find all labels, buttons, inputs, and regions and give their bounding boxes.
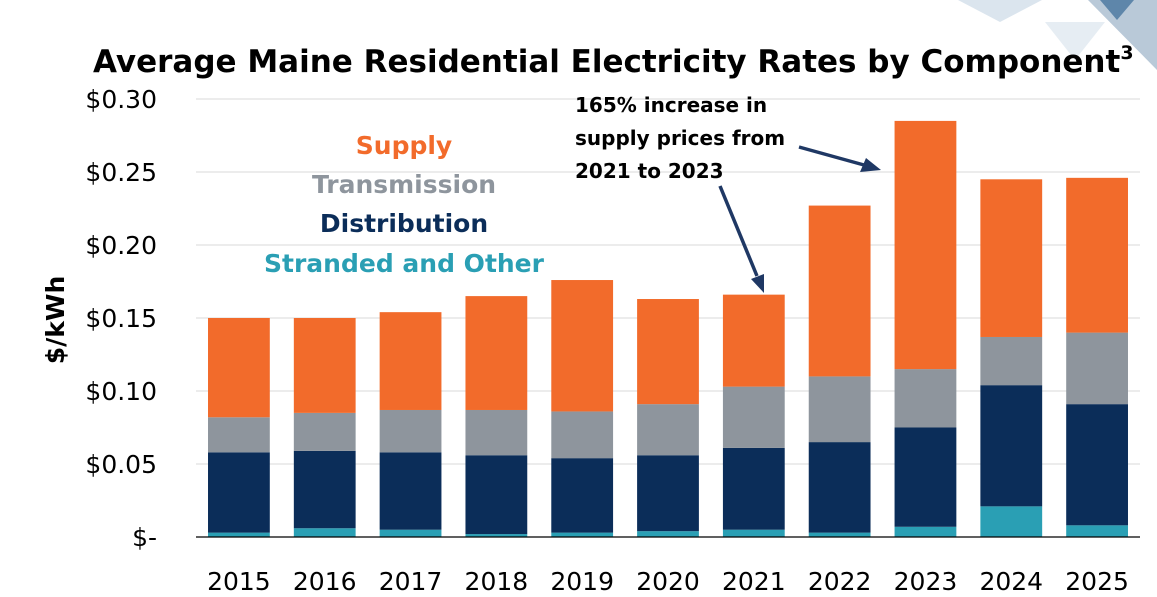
bar-transmission-2019	[551, 411, 614, 459]
x-tick-label: 2019	[550, 567, 614, 596]
x-tick-label: 2015	[207, 567, 271, 596]
bar-stranded-and-other-2021	[722, 529, 785, 537]
bar-stranded-and-other-2023	[894, 526, 957, 537]
x-tick-label: 2022	[808, 567, 872, 596]
bar-distribution-2018	[465, 455, 528, 535]
legend: Supply Transmission Distribution Strande…	[264, 131, 545, 278]
bar-distribution-2017	[379, 452, 442, 530]
bar-distribution-2015	[208, 452, 270, 533]
x-tick-label: 2020	[636, 567, 700, 596]
bar-distribution-2022	[808, 442, 871, 533]
annotation-arrowhead-2023	[860, 158, 881, 172]
bar-supply-2022	[808, 205, 871, 377]
y-tick-label: $0.15	[85, 304, 157, 333]
bar-transmission-2022	[808, 376, 871, 443]
y-tick-label: $-	[132, 523, 157, 552]
annotation-arrow-2023	[798, 145, 865, 167]
bar-transmission-2015	[208, 417, 270, 453]
x-tick-labels: 2015 2016 2017 2018 2019 2020 2021 2022 2023 2024…	[207, 567, 1129, 596]
bar-distribution-2024	[980, 385, 1043, 507]
bar-distribution-2021	[722, 447, 785, 530]
bar-supply-2020	[637, 299, 699, 405]
legend-entry-distribution: Distribution	[320, 209, 488, 238]
y-tick-label: $0.10	[85, 377, 157, 406]
bar-supply-2024	[980, 179, 1043, 337]
annotation-line-2: supply prices from	[575, 126, 785, 150]
annotation-line-1: 165% increase in	[575, 93, 767, 117]
bar-stranded-and-other-2018	[465, 534, 528, 537]
bar-stranded-and-other-2024	[980, 506, 1043, 537]
bar-supply-2017	[379, 312, 442, 410]
bar-supply-2021	[722, 294, 785, 387]
x-tick-label: 2021	[722, 567, 786, 596]
y-tick-label: $0.05	[85, 450, 157, 479]
annotation-arrow-2021	[718, 185, 759, 277]
bar-distribution-2023	[894, 427, 957, 527]
bar-transmission-2020	[637, 404, 699, 456]
y-tick-labels: $- $0.05 $0.10 $0.15 $0.20 $0.25 $0.30	[85, 85, 157, 552]
y-axis-label: $/kWh	[41, 276, 70, 365]
x-tick-label: 2016	[293, 567, 357, 596]
x-tick-label: 2017	[379, 567, 443, 596]
y-tick-label: $0.30	[85, 85, 157, 114]
bar-stranded-and-other-2017	[379, 529, 442, 537]
bar-stranded-and-other-2015	[208, 532, 270, 537]
bar-stranded-and-other-2020	[637, 531, 699, 537]
legend-entry-supply: Supply	[356, 131, 452, 160]
x-tick-label: 2025	[1065, 567, 1129, 596]
bar-supply-2023	[894, 120, 957, 370]
legend-entry-transmission: Transmission	[312, 170, 496, 199]
bar-stranded-and-other-2016	[293, 528, 356, 537]
bar-supply-2025	[1066, 177, 1128, 333]
bar-supply-2018	[465, 296, 528, 410]
bar-transmission-2025	[1066, 332, 1128, 405]
bar-transmission-2016	[293, 412, 356, 451]
bar-distribution-2020	[637, 455, 699, 532]
x-tick-label: 2018	[465, 567, 529, 596]
bar-stranded-and-other-2025	[1066, 525, 1128, 537]
x-tick-label: 2023	[894, 567, 958, 596]
y-tick-label: $0.20	[85, 231, 157, 260]
bar-transmission-2024	[980, 336, 1043, 386]
bar-transmission-2021	[722, 386, 785, 448]
legend-entry-stranded-and-other: Stranded and Other	[264, 249, 545, 278]
bar-stranded-and-other-2019	[551, 532, 614, 537]
bar-distribution-2025	[1066, 404, 1128, 526]
annotation-arrowhead-2021	[751, 274, 764, 293]
annotation-supply-increase: 165% increase in supply prices from 2021…	[575, 93, 881, 293]
bar-distribution-2016	[293, 450, 356, 529]
bar-supply-2015	[208, 318, 270, 418]
annotation-line-3: 2021 to 2023	[575, 159, 724, 183]
bar-transmission-2018	[465, 409, 528, 456]
y-tick-label: $0.25	[85, 158, 157, 187]
bar-supply-2016	[293, 318, 356, 413]
x-tick-label: 2024	[979, 567, 1043, 596]
chart-title: Average Maine Residential Electricity Ra…	[93, 42, 1134, 80]
bars	[208, 120, 1128, 537]
bar-transmission-2023	[894, 369, 957, 428]
bar-supply-2019	[551, 280, 614, 412]
corner-decoration	[958, 0, 1157, 70]
bar-stranded-and-other-2022	[808, 532, 871, 537]
bar-distribution-2019	[551, 458, 614, 533]
bar-transmission-2017	[379, 409, 442, 453]
